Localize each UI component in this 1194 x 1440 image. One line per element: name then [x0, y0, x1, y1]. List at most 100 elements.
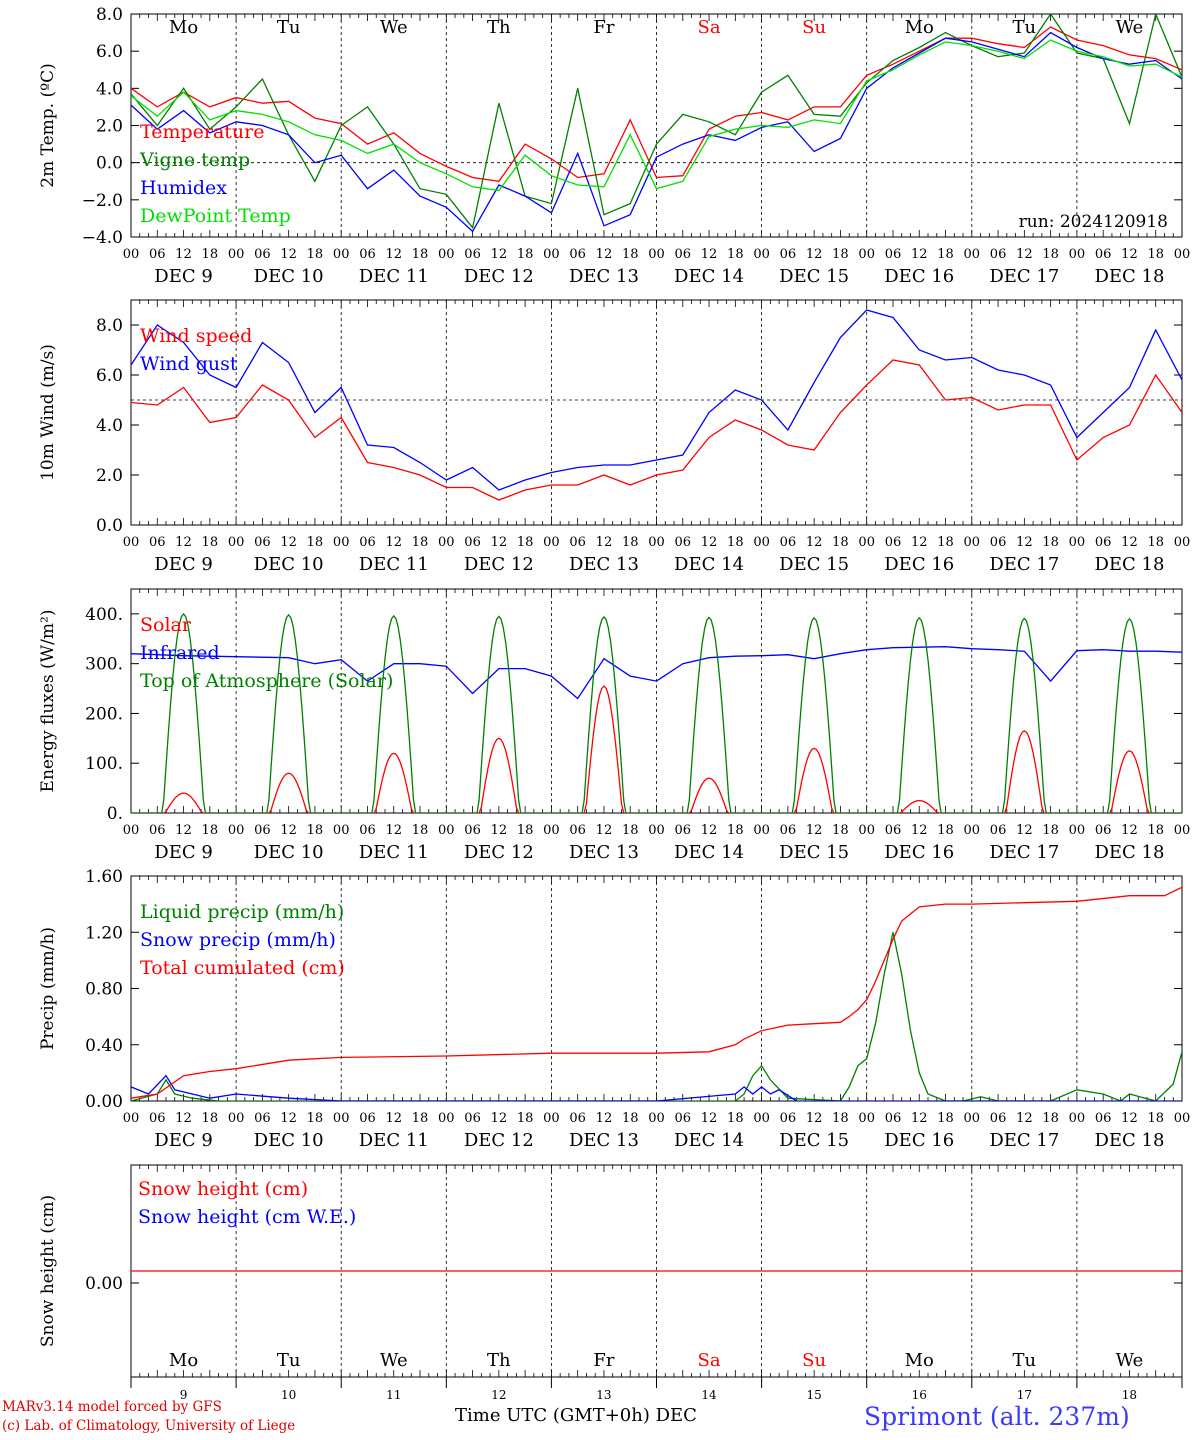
hour-tick-label: 18 [1147, 247, 1164, 262]
hour-tick-label: 06 [149, 1111, 166, 1126]
y-tick-label: 2.0 [96, 466, 123, 486]
hour-tick-label: 00 [964, 823, 981, 838]
date-label: DEC 15 [779, 842, 849, 863]
hour-tick-label: 00 [123, 247, 140, 262]
hour-tick-label: 00 [858, 247, 875, 262]
hour-tick-label: 00 [543, 247, 560, 262]
y-axis-label: Energy fluxes (W/m²) [38, 610, 58, 793]
hour-tick-label: 06 [1095, 247, 1112, 262]
date-label: DEC 15 [779, 266, 849, 287]
weekday-label: Mo [905, 1350, 934, 1371]
weekday-label: We [1116, 1350, 1144, 1371]
hour-tick-label: 12 [911, 247, 928, 262]
hour-tick-label: 06 [990, 1111, 1007, 1126]
hour-tick-label: 18 [307, 247, 324, 262]
hour-tick-label: 12 [491, 247, 508, 262]
hour-tick-label: 18 [727, 823, 744, 838]
series-line-infrared [131, 646, 1182, 700]
hour-tick-label: 12 [701, 247, 718, 262]
station-name: Sprimont (alt. 237m) [864, 1402, 1130, 1431]
hour-tick-label: 18 [832, 1111, 849, 1126]
hour-tick-label: 18 [727, 535, 744, 550]
hour-tick-label: 18 [412, 247, 429, 262]
hour-tick-label: 12 [175, 535, 192, 550]
hour-tick-label: 12 [596, 247, 613, 262]
legend-entry: Wind gust [140, 353, 238, 375]
y-tick-label: 100. [85, 754, 123, 774]
weekday-label: Su [802, 17, 826, 38]
y-tick-label: −2.0 [82, 191, 123, 211]
x-axis-title: Time UTC (GMT+0h) DEC [455, 1405, 697, 1426]
hour-tick-label: 00 [648, 247, 665, 262]
hour-tick-label: 18 [937, 1111, 954, 1126]
hour-tick-label: 00 [123, 1111, 140, 1126]
hour-tick-label: 18 [727, 1111, 744, 1126]
panel-3: 400. 300. 200. 100. 0. Energy fluxes (W/m²) 00… [38, 588, 1191, 863]
y-tick-label: 0.40 [85, 1036, 123, 1056]
y-tick-label: 300. [85, 655, 123, 675]
date-label: DEC 15 [779, 1130, 849, 1151]
hour-tick-label: 06 [254, 1111, 271, 1126]
day-number: 16 [912, 1388, 927, 1402]
hour-tick-label: 06 [990, 823, 1007, 838]
hour-tick-label: 18 [307, 823, 324, 838]
hour-tick-label: 12 [596, 1111, 613, 1126]
day-number: 11 [386, 1388, 401, 1402]
hour-tick-label: 18 [1042, 823, 1059, 838]
hour-tick-label: 18 [727, 247, 744, 262]
hour-tick-label: 00 [858, 823, 875, 838]
hour-tick-label: 18 [517, 535, 534, 550]
hour-tick-label: 18 [622, 823, 639, 838]
hour-tick-label: 00 [438, 1111, 455, 1126]
hour-tick-label: 12 [491, 1111, 508, 1126]
date-label: DEC 16 [884, 1130, 954, 1151]
hour-tick-label: 00 [333, 247, 350, 262]
hour-tick-label: 00 [1174, 823, 1191, 838]
y-tick-label: 0.0 [96, 154, 123, 174]
hour-tick-label: 06 [990, 247, 1007, 262]
hour-tick-label: 18 [1042, 535, 1059, 550]
series-line-top-of-atmosphere-solar- [131, 612, 1182, 813]
hour-tick-label: 12 [911, 823, 928, 838]
hour-tick-label: 00 [543, 535, 560, 550]
hour-tick-label: 00 [1174, 535, 1191, 550]
hour-tick-label: 00 [123, 535, 140, 550]
hour-tick-label: 06 [359, 535, 376, 550]
hour-tick-label: 06 [780, 823, 797, 838]
hour-tick-label: 06 [885, 535, 902, 550]
date-label: DEC 18 [1094, 554, 1164, 575]
hour-tick-label: 12 [806, 1111, 823, 1126]
hour-tick-label: 12 [1016, 823, 1033, 838]
hour-tick-label: 18 [517, 247, 534, 262]
hour-tick-label: 00 [964, 535, 981, 550]
panel-5: 0.00 Snow height (cm) Snow height (cm) Snow… [38, 1164, 1183, 1378]
day-number: 18 [1122, 1388, 1137, 1402]
hour-tick-label: 06 [780, 1111, 797, 1126]
hour-tick-label: 12 [280, 823, 297, 838]
y-tick-label: 0.00 [85, 1092, 123, 1112]
hour-tick-label: 12 [1016, 1111, 1033, 1126]
hour-tick-label: 06 [569, 823, 586, 838]
date-label: DEC 18 [1094, 842, 1164, 863]
weekday-label: Th [487, 17, 511, 38]
legend-entry: Humidex [140, 177, 227, 199]
panel-frame [130, 299, 1183, 526]
y-tick-label: −4.0 [82, 228, 123, 248]
hour-tick-label: 06 [990, 535, 1007, 550]
y-tick-label: 2.0 [96, 117, 123, 137]
hour-tick-label: 06 [885, 823, 902, 838]
hour-tick-label: 00 [438, 535, 455, 550]
credit-line-2: (c) Lab. of Climatology, University of L… [2, 1418, 296, 1434]
hour-tick-label: 00 [964, 247, 981, 262]
y-tick-label: 1.60 [85, 867, 123, 887]
series-line-liquid-precip-mm-h- [131, 932, 1182, 1101]
hour-tick-label: 18 [622, 1111, 639, 1126]
legend-entry: Infrared [140, 642, 220, 664]
date-label: DEC 16 [884, 842, 954, 863]
hour-tick-label: 12 [911, 1111, 928, 1126]
hour-tick-label: 18 [832, 823, 849, 838]
weekday-label: Sa [698, 17, 721, 38]
legend-entry: DewPoint Temp [140, 205, 291, 227]
hour-tick-label: 06 [464, 823, 481, 838]
hour-tick-label: 00 [228, 823, 245, 838]
